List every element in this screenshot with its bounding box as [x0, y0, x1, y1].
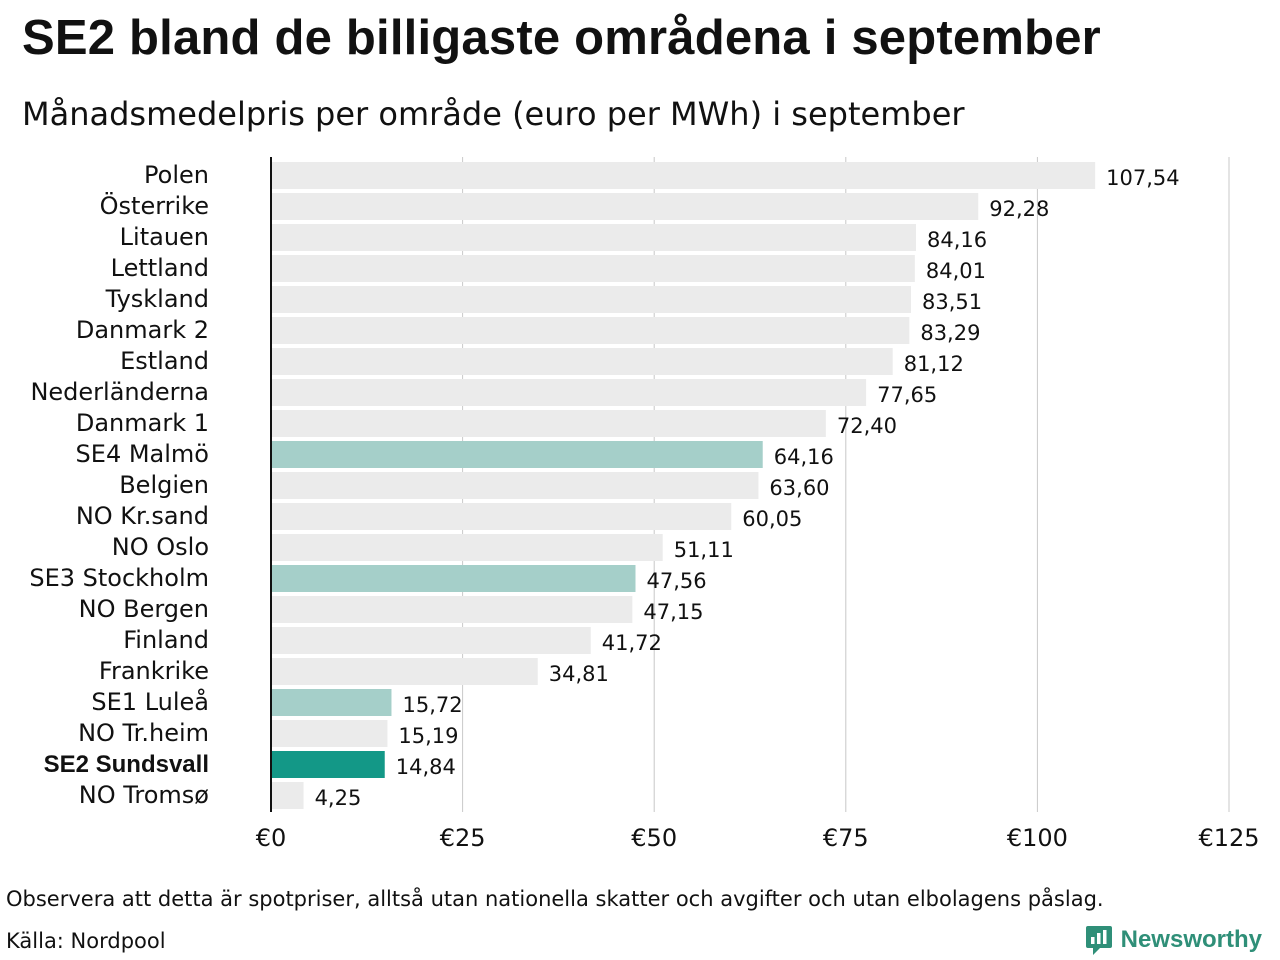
value-label-2: 84,16 — [927, 228, 987, 252]
value-label-16: 34,81 — [549, 662, 609, 686]
category-label-5: Danmark 2 — [76, 316, 209, 344]
bar-3 — [271, 255, 915, 282]
category-label-3: Lettland — [111, 254, 209, 282]
value-label-0: 107,54 — [1106, 166, 1179, 190]
bar-7 — [271, 379, 867, 406]
bar-4 — [271, 286, 912, 313]
tick-label-2: €50 — [631, 824, 677, 852]
value-label-5: 83,29 — [920, 321, 980, 345]
bar-11 — [271, 503, 732, 530]
tick-label-5: €125 — [1198, 824, 1259, 852]
bar-17 — [271, 689, 392, 716]
category-label-12: NO Oslo — [112, 533, 209, 561]
category-label-15: Finland — [123, 626, 209, 654]
value-label-19: 14,84 — [396, 755, 456, 779]
bar-19 — [271, 751, 385, 778]
footnote: Observera att detta är spotpriser, allts… — [6, 887, 1104, 911]
bar-9 — [271, 441, 763, 468]
bar-10 — [271, 472, 759, 499]
bar-2 — [271, 224, 917, 251]
category-label-19: SE2 Sundsvall — [44, 751, 209, 778]
value-label-10: 63,60 — [769, 476, 829, 500]
logo-text: Newsworthy — [1120, 926, 1262, 953]
value-label-1: 92,28 — [989, 197, 1049, 221]
category-label-14: NO Bergen — [79, 595, 209, 623]
value-label-20: 4,25 — [315, 786, 362, 810]
source-note: Källa: Nordpool — [6, 929, 166, 953]
tick-label-4: €100 — [1007, 824, 1068, 852]
tick-label-0: €0 — [256, 824, 287, 852]
category-label-6: Estland — [120, 347, 209, 375]
category-label-20: NO Tromsø — [79, 781, 209, 809]
chart-subtitle: Månadsmedelpris per område (euro per MWh… — [22, 95, 965, 133]
bar-14 — [271, 596, 633, 623]
bar-8 — [271, 410, 826, 437]
category-label-0: Polen — [144, 161, 209, 189]
value-label-15: 41,72 — [602, 631, 662, 655]
category-label-10: Belgien — [119, 471, 209, 499]
value-label-18: 15,19 — [398, 724, 458, 748]
newsworthy-logo: Newsworthy — [1085, 924, 1262, 956]
bar-15 — [271, 627, 591, 654]
category-label-1: Österrike — [100, 191, 209, 220]
bar-18 — [271, 720, 388, 747]
category-label-4: Tyskland — [105, 285, 209, 313]
value-label-4: 83,51 — [922, 290, 982, 314]
tick-label-3: €75 — [823, 824, 869, 852]
value-label-14: 47,15 — [643, 600, 703, 624]
category-label-7: Nederländerna — [30, 378, 209, 406]
value-label-7: 77,65 — [877, 383, 937, 407]
category-label-16: Frankrike — [99, 657, 209, 685]
value-label-13: 47,56 — [646, 569, 706, 593]
category-label-13: SE3 Stockholm — [29, 564, 209, 592]
bar-13 — [271, 565, 636, 592]
bar-5 — [271, 317, 910, 344]
bar-6 — [271, 348, 893, 375]
tick-label-1: €25 — [440, 824, 486, 852]
category-label-8: Danmark 1 — [76, 409, 209, 437]
bar-16 — [271, 658, 538, 685]
chart-title: SE2 bland de billigaste områdena i septe… — [22, 11, 1101, 65]
newsworthy-logo-icon — [1085, 926, 1112, 955]
bar-0 — [271, 162, 1096, 189]
bar-20 — [271, 782, 304, 809]
value-label-11: 60,05 — [742, 507, 802, 531]
category-label-2: Litauen — [120, 223, 209, 251]
value-label-3: 84,01 — [926, 259, 986, 283]
bar-1 — [271, 193, 979, 220]
value-label-12: 51,11 — [674, 538, 734, 562]
category-label-17: SE1 Luleå — [91, 687, 209, 716]
category-label-9: SE4 Malmö — [76, 440, 209, 468]
value-label-9: 64,16 — [774, 445, 834, 469]
value-label-17: 15,72 — [402, 693, 462, 717]
category-label-18: NO Tr.heim — [78, 719, 209, 747]
bar-12 — [271, 534, 663, 561]
category-label-11: NO Kr.sand — [76, 502, 209, 530]
value-label-8: 72,40 — [837, 414, 897, 438]
value-label-6: 81,12 — [904, 352, 964, 376]
